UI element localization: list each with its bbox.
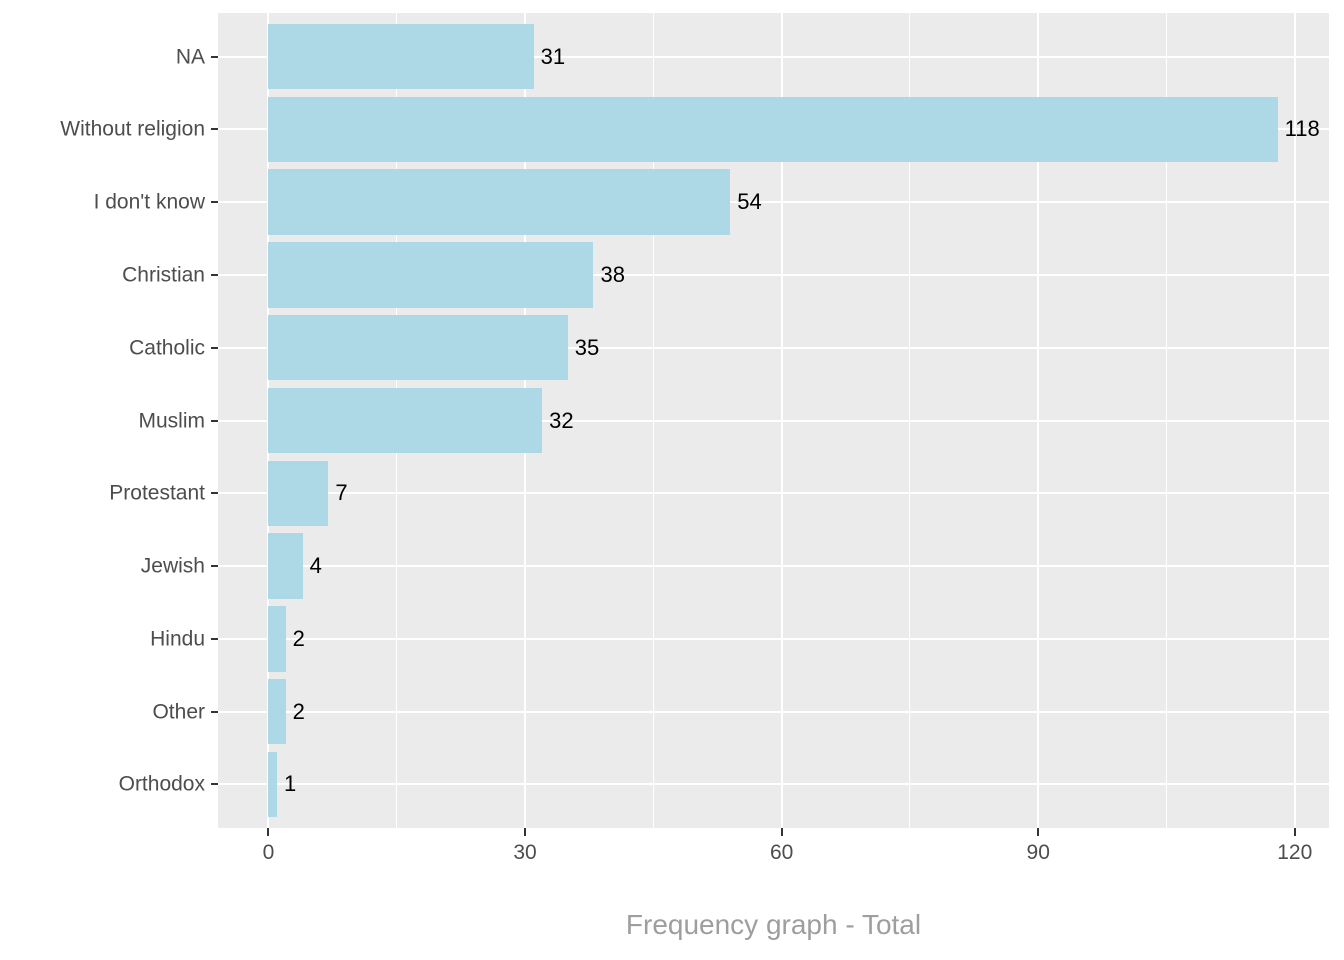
- bar-value-label: 38: [600, 261, 625, 287]
- bar-value-label: 7: [335, 480, 348, 506]
- bar-value-label: 31: [540, 43, 566, 69]
- y-axis-tick: [211, 128, 218, 131]
- gridline-minor-v: [909, 13, 911, 828]
- y-axis-label: Christian: [122, 263, 205, 287]
- y-axis-tick: [211, 273, 218, 276]
- y-axis-tick: [211, 710, 218, 713]
- bar: [268, 606, 286, 672]
- bar-value-label: 1: [284, 771, 297, 797]
- y-axis-tick: [211, 783, 218, 786]
- bar: [268, 751, 277, 818]
- y-axis-tick: [211, 492, 218, 495]
- x-axis-label: 0: [262, 841, 275, 864]
- gridline-major-h: [218, 273, 1329, 276]
- gridline-major-v: [780, 13, 783, 828]
- x-axis-tick: [1293, 828, 1296, 836]
- x-axis-label: 60: [769, 841, 794, 864]
- bar: [268, 23, 534, 90]
- gridline-major-h: [218, 419, 1329, 422]
- bar-value-label: 2: [292, 698, 305, 724]
- bar-value-label: 4: [309, 553, 322, 579]
- gridline-major-h: [218, 55, 1329, 58]
- x-axis-tick: [267, 828, 270, 836]
- bar-value-label: 118: [1284, 116, 1320, 142]
- x-axis-label: 90: [1026, 841, 1050, 864]
- y-axis-label: Muslim: [138, 409, 206, 432]
- y-axis-tick: [211, 201, 218, 204]
- bar: [268, 169, 731, 235]
- gridline-major-h: [218, 783, 1329, 786]
- gridline-minor-v: [1165, 13, 1167, 828]
- gridline-major-h: [218, 565, 1329, 568]
- x-axis-tick: [780, 828, 783, 836]
- y-axis-tick: [211, 346, 218, 349]
- gridline-minor-v: [652, 13, 654, 828]
- bar: [268, 314, 568, 381]
- y-axis-tick: [211, 419, 218, 422]
- y-axis-tick: [211, 637, 218, 640]
- y-axis-tick: [211, 55, 218, 58]
- x-axis-label: 30: [513, 841, 537, 864]
- y-axis-label: Hindu: [150, 627, 205, 651]
- x-axis-label: 120: [1277, 841, 1313, 864]
- x-axis-tick: [524, 828, 527, 836]
- bar: [268, 242, 594, 308]
- bar-value-label: 54: [737, 189, 762, 215]
- gridline-major-h: [218, 637, 1329, 640]
- y-axis-label: Catholic: [129, 336, 205, 360]
- y-axis-label: Protestant: [109, 481, 205, 505]
- y-axis-label: Orthodox: [118, 772, 205, 796]
- bar: [268, 387, 543, 454]
- gridline-major-v: [1037, 13, 1040, 828]
- gridline-major-h: [218, 201, 1329, 204]
- y-axis-label: I don't know: [93, 190, 205, 214]
- bar: [268, 460, 329, 526]
- y-axis-label: Jewish: [140, 554, 205, 578]
- y-axis-label: Without religion: [60, 117, 205, 141]
- gridline-major-v: [1293, 13, 1296, 828]
- x-axis-title: Frequency graph - Total: [625, 909, 922, 940]
- bar-value-label: 32: [549, 407, 574, 433]
- bar: [268, 533, 303, 599]
- bar-value-label: 35: [574, 334, 600, 360]
- bar: [268, 96, 1278, 163]
- y-axis-tick: [211, 565, 218, 568]
- bar: [268, 678, 286, 745]
- y-axis-label: NA: [175, 45, 205, 69]
- y-axis-label: Other: [152, 700, 205, 724]
- bar-value-label: 2: [292, 625, 305, 651]
- x-axis-tick: [1037, 828, 1040, 836]
- plot-panel: 31 118 54 38 35 32 7 4 2 2 1: [218, 13, 1329, 828]
- gridline-major-h: [218, 346, 1329, 349]
- gridline-major-h: [218, 710, 1329, 713]
- gridline-major-h: [218, 492, 1329, 495]
